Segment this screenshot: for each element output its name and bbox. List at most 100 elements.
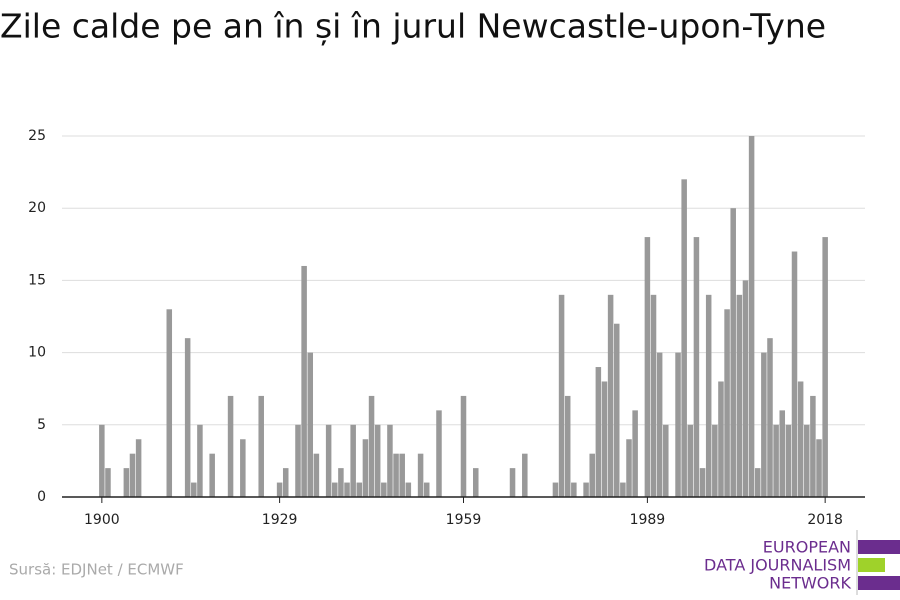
bar (564, 395, 571, 497)
y-tick-label: 5 (37, 417, 46, 433)
bar (313, 453, 320, 497)
bar (350, 424, 356, 497)
y-tick-label: 0 (37, 489, 46, 505)
bar (399, 453, 405, 497)
bar (509, 468, 516, 497)
bar (301, 265, 307, 497)
bar (99, 424, 105, 497)
bar (748, 136, 755, 497)
bar (191, 482, 197, 497)
bar (374, 424, 381, 497)
bar (693, 237, 700, 497)
bar (473, 468, 479, 497)
logo-text: EUROPEAN (763, 538, 851, 557)
bar (681, 179, 687, 497)
x-tick-label: 2018 (807, 512, 843, 528)
logo-bar (858, 540, 900, 554)
bar (522, 453, 528, 497)
y-tick-label: 10 (28, 345, 46, 361)
bar (184, 338, 191, 497)
y-tick-label: 25 (28, 128, 46, 144)
bar (571, 482, 577, 497)
bar (589, 453, 595, 497)
bar (730, 208, 736, 497)
bar (767, 338, 773, 497)
bar (405, 482, 412, 497)
bar (785, 424, 792, 497)
bar (779, 410, 786, 497)
x-tick-label: 1900 (84, 512, 120, 528)
bar (644, 237, 651, 497)
logo-text: NETWORK (769, 574, 851, 593)
bar (687, 424, 694, 497)
bar (816, 439, 822, 497)
bar (773, 424, 779, 497)
source: Sursă: EDJNet / ECMWF (9, 561, 184, 579)
bar (632, 410, 638, 497)
bar (552, 482, 559, 497)
bar (724, 309, 730, 497)
bar (583, 482, 589, 497)
bar (393, 453, 399, 497)
bar (227, 395, 234, 497)
bar (240, 439, 246, 497)
bar (368, 395, 375, 497)
bar (197, 424, 203, 497)
x-tick-label: 1989 (630, 512, 666, 528)
logo-bar (858, 558, 885, 572)
bar (712, 424, 718, 497)
bar (558, 294, 565, 497)
bar (105, 468, 111, 497)
bar (810, 395, 816, 497)
bar (626, 439, 632, 497)
bar (307, 352, 314, 497)
bar (417, 453, 424, 497)
bar (381, 482, 387, 497)
bar (663, 424, 669, 497)
bar (276, 482, 283, 497)
bar (699, 468, 706, 497)
bar (166, 309, 173, 497)
bar (258, 395, 264, 497)
bar (656, 352, 663, 497)
bar (718, 381, 724, 497)
bar (387, 424, 393, 497)
bar (754, 468, 761, 497)
bar (123, 468, 130, 497)
y-tick-label: 20 (28, 200, 46, 216)
bar (460, 395, 467, 497)
chart-title: Zile calde pe an în și în jurul Newcastl… (0, 7, 826, 46)
logo-text: DATA JOURNALISM (704, 556, 851, 575)
bar (135, 439, 142, 497)
bar (325, 424, 332, 497)
bar (436, 410, 442, 497)
y-tick-label: 15 (28, 272, 46, 288)
bar (822, 237, 828, 497)
bar (595, 367, 602, 497)
bar (282, 468, 289, 497)
bar (295, 424, 301, 497)
bar (675, 352, 681, 497)
bar (791, 251, 798, 497)
bar (650, 294, 657, 497)
bar (601, 381, 608, 497)
bar (613, 323, 620, 497)
bar (338, 468, 344, 497)
bar (423, 482, 430, 497)
bar (705, 294, 712, 497)
x-tick-label: 1959 (446, 512, 482, 528)
bar (362, 439, 369, 497)
bar (804, 424, 810, 497)
bar (209, 453, 215, 497)
x-tick-label: 1929 (262, 512, 298, 528)
bar (736, 294, 743, 497)
logo-bar (858, 576, 900, 590)
bar (761, 352, 767, 497)
bar (607, 294, 614, 497)
bar (129, 453, 136, 497)
bar (332, 482, 338, 497)
bar (742, 280, 749, 497)
bar (620, 482, 626, 497)
bar (797, 381, 804, 497)
